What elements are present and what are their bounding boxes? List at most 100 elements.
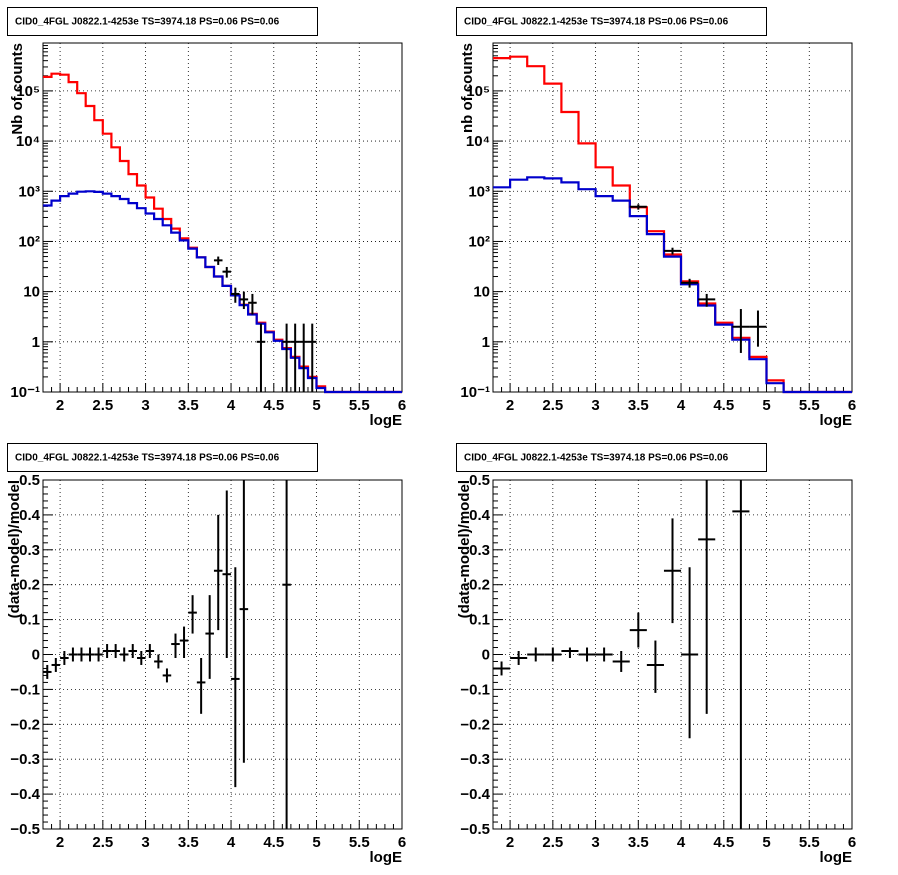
y-tick-label: 0.2	[469, 577, 490, 594]
x-tick-label: 5.5	[349, 397, 370, 414]
data-point	[282, 323, 291, 392]
x-tick-label: 2.5	[92, 397, 113, 414]
data-point	[102, 644, 112, 658]
x-tick-label: 4	[227, 834, 236, 851]
x-tick-label: 5.5	[349, 834, 370, 851]
x-tick-label: 2	[506, 834, 514, 851]
x-tick-label: 2	[56, 397, 64, 414]
x-tick-label: 2	[56, 834, 64, 851]
y-axis-label: nb of counts	[459, 43, 476, 133]
grid-lines	[43, 43, 402, 393]
x-tick-label: 5	[762, 397, 770, 414]
x-tick-label: 4.5	[263, 397, 284, 414]
y-tick-label: 10⁴	[466, 133, 490, 150]
x-tick-label: 3.5	[178, 834, 199, 851]
title-box	[456, 7, 767, 36]
y-axis: −0.5 −0.4 −0.3 −0.2 −0.1 0 0.1 0.2 0.3 0.4 0.5(dat…	[6, 472, 53, 838]
y-tick-label: 1	[482, 334, 490, 351]
x-tick-label: 6	[398, 397, 406, 414]
y-tick-label: 10	[473, 284, 490, 301]
data-point	[85, 647, 95, 662]
y-tick-label: 10⁻¹	[10, 384, 40, 401]
data-point	[94, 647, 103, 662]
series-source-histogram	[43, 190, 402, 394]
data-point	[43, 664, 52, 679]
x-tick-label: 3	[141, 834, 149, 851]
y-tick-label: −0.1	[10, 681, 40, 698]
y-tick-label: 10³	[18, 183, 40, 200]
chart-panel-1: CID0_4FGL J0822.1-4253e TS=3974.18 PS=0.…	[7, 7, 406, 429]
data-point	[239, 291, 249, 310]
x-tick-label: 5	[312, 834, 320, 851]
y-tick-label: 0	[482, 647, 490, 664]
data-point	[196, 657, 206, 714]
y-tick-label: 1	[32, 334, 40, 351]
y-tick-label: 0.5	[469, 472, 490, 489]
data-point	[188, 595, 197, 634]
data-point	[578, 647, 596, 662]
data-point	[162, 668, 172, 683]
chart-title: CID0_4FGL J0822.1-4253e TS=3974.18 PS=0.…	[15, 17, 280, 28]
data-point	[749, 310, 767, 347]
data-point	[154, 654, 163, 669]
data-points	[493, 480, 750, 829]
y-tick-label: 0.3	[19, 542, 40, 559]
chart-title: CID0_4FGL J0822.1-4253e TS=3974.18 PS=0.…	[464, 453, 729, 464]
y-tick-label: −0.5	[460, 821, 490, 838]
data-point	[179, 626, 189, 658]
x-tick-label: 3	[591, 834, 599, 851]
chart-panel-2: CID0_4FGL J0822.1-4253e TS=3974.18 PS=0.…	[456, 7, 856, 429]
x-tick-label: 4.5	[713, 834, 734, 851]
chart-title: CID0_4FGL J0822.1-4253e TS=3974.18 PS=0.…	[15, 453, 280, 464]
data-point	[612, 651, 630, 672]
data-point	[629, 612, 647, 648]
y-tick-label: −0.3	[460, 751, 490, 768]
x-tick-label: 4.5	[263, 834, 284, 851]
data-point	[51, 657, 61, 672]
chart-title: CID0_4FGL J0822.1-4253e TS=3974.18 PS=0.…	[464, 17, 729, 28]
y-tick-label: 10⁵	[466, 83, 490, 100]
grid-lines	[493, 43, 852, 393]
title-box	[7, 443, 318, 472]
data-point	[282, 480, 291, 829]
y-tick-label: −0.4	[460, 786, 490, 803]
data-point	[213, 256, 223, 265]
data-point	[646, 640, 664, 693]
title-box	[456, 443, 767, 472]
data-point	[681, 567, 699, 739]
data-point	[60, 651, 69, 665]
y-tick-label: 10²	[468, 233, 490, 250]
data-point	[145, 644, 155, 658]
y-tick-label: −0.2	[10, 716, 40, 733]
data-point	[663, 518, 682, 624]
y-axis-label: (data-model)/model	[456, 480, 473, 618]
data-point	[222, 266, 232, 278]
y-tick-label: 10	[23, 284, 40, 301]
data-points	[213, 256, 317, 392]
x-tick-label: 6	[848, 397, 856, 414]
data-point	[290, 323, 300, 392]
y-tick-label: 10²	[18, 233, 40, 250]
data-point	[77, 647, 86, 662]
x-tick-label: 3.5	[178, 397, 199, 414]
data-point	[119, 647, 129, 662]
y-tick-label: 0.3	[469, 542, 490, 559]
y-tick-label: 0.4	[19, 507, 41, 524]
x-tick-label: 4	[677, 834, 686, 851]
x-tick-label: 5.5	[799, 397, 820, 414]
x-tick-label: 5.5	[799, 834, 820, 851]
series-source-histogram	[493, 176, 852, 394]
y-tick-label: 10³	[468, 183, 490, 200]
y-tick-label: −0.2	[460, 716, 490, 733]
data-point	[732, 480, 750, 829]
data-point	[681, 278, 699, 288]
x-tick-label: 5	[312, 397, 320, 414]
data-point	[171, 633, 180, 658]
data-points	[629, 204, 767, 353]
x-tick-label: 2.5	[542, 834, 563, 851]
